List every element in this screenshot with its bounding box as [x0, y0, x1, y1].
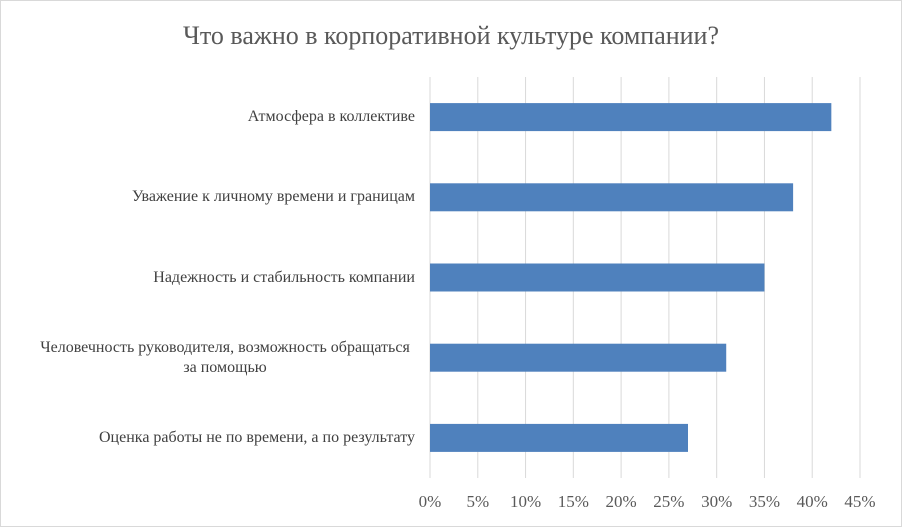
- y-tick-label-box: Оценка работы не по времени, а по резуль…: [99, 428, 415, 448]
- bar: [430, 103, 832, 132]
- y-tick-label: Уважение к личному времени и границам: [131, 188, 415, 206]
- x-tick-label: 25%: [653, 492, 684, 511]
- y-tick-label: Человечность руководителя, возможность о…: [40, 338, 410, 376]
- y-tick-label: Надежность и стабильность компании: [153, 268, 415, 286]
- y-tick-label-box: Человечность руководителя, возможность о…: [35, 338, 415, 378]
- y-tick-label-box: Уважение к личному времени и границам: [132, 187, 415, 207]
- x-tick-label: 5%: [466, 492, 489, 511]
- y-tick-label-box: Надежность и стабильность компании: [153, 268, 415, 288]
- chart-title: Что важно в корпоративной культуре компа…: [183, 21, 719, 50]
- y-tick-label: Атмосфера в коллективе: [247, 108, 415, 126]
- x-tick-label: 10%: [510, 492, 541, 511]
- x-tick-label: 20%: [606, 492, 637, 511]
- bar: [430, 343, 727, 372]
- x-tick-label: 40%: [797, 492, 828, 511]
- bar: [430, 423, 688, 452]
- x-tick-label: 0%: [419, 492, 442, 511]
- x-tick-label: 45%: [844, 492, 875, 511]
- x-tick-label: 35%: [749, 492, 780, 511]
- bar: [430, 263, 765, 292]
- x-tick-label: 30%: [701, 492, 732, 511]
- y-tick-label-box: Атмосфера в коллективе: [248, 107, 415, 127]
- x-tick-label: 15%: [558, 492, 589, 511]
- y-tick-label: Оценка работы не по времени, а по резуль…: [99, 428, 415, 446]
- bar: [430, 183, 794, 212]
